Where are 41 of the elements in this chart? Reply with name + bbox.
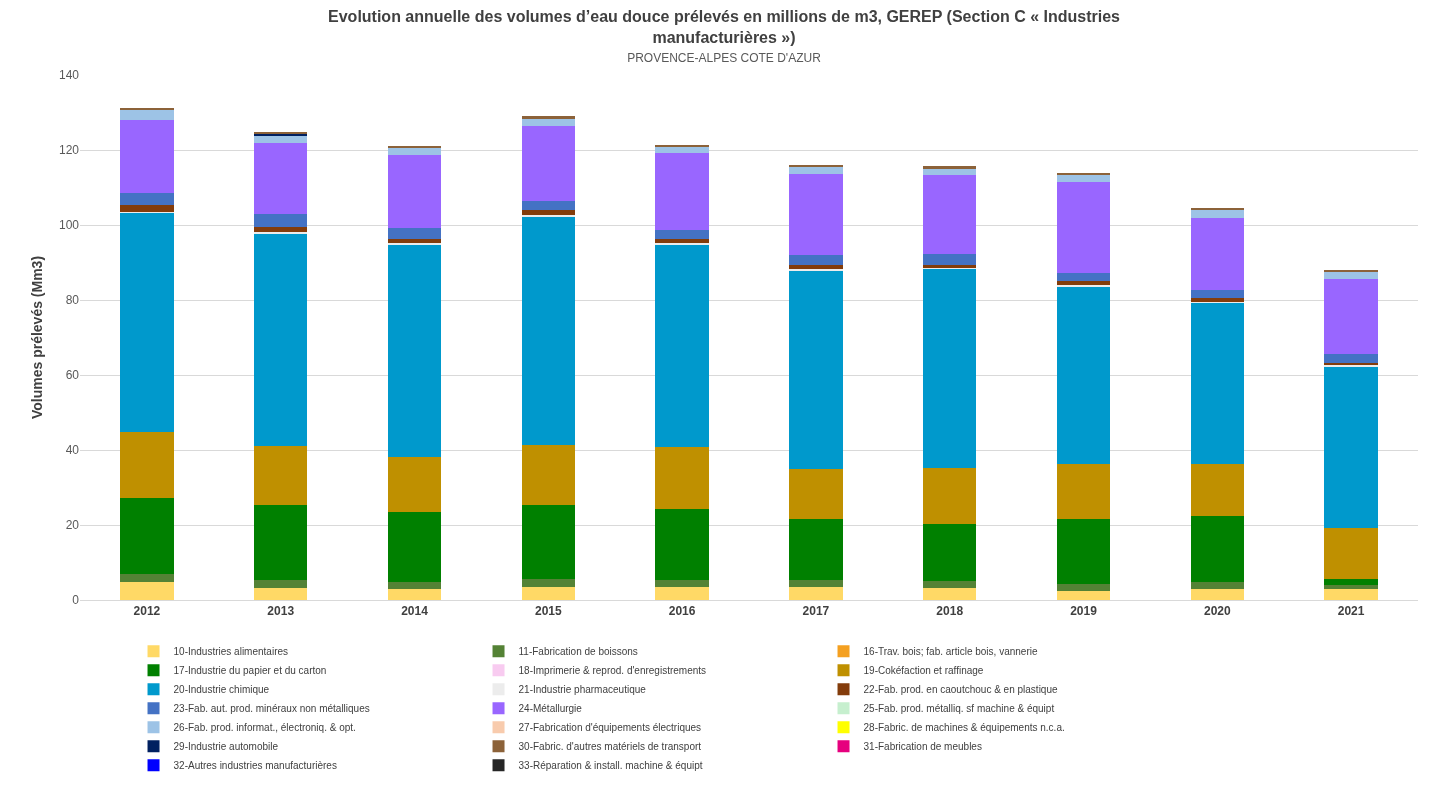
legend-label: 31-Fabrication de meubles	[863, 741, 982, 753]
x-tick-label: 2014	[401, 604, 429, 619]
y-tick-label: 80	[65, 293, 80, 308]
legend-label: 27-Fabrication d'équipements électriques	[518, 722, 702, 734]
legend-label: 25-Fab. prod. métalliq. sf machine & équipt	[863, 703, 1055, 715]
legend-label: 11-Fabrication de boissons	[518, 646, 638, 658]
x-tick-label: 2017	[802, 604, 830, 619]
x-tick-label: 2013	[267, 604, 295, 619]
legend-label: 22-Fab. prod. en caoutchouc & en plastique	[863, 684, 1058, 696]
legend-label: 21-Industrie pharmaceutique	[518, 684, 647, 696]
x-tick-label: 2015	[534, 604, 562, 619]
x-tick-label: 2021	[1337, 604, 1365, 619]
legend-label: 32-Autres industries manufacturières	[173, 760, 337, 772]
y-tick-label: 120	[58, 143, 80, 158]
y-tick-label: 100	[58, 218, 80, 233]
legend-label: 17-Industrie du papier et du carton	[173, 665, 327, 677]
y-tick-label: 20	[65, 518, 80, 533]
x-tick-label: 2016	[668, 604, 696, 619]
y-tick-label: 40	[65, 443, 80, 458]
x-tick-label: 2019	[1070, 604, 1098, 619]
legend-label: 16-Trav. bois; fab. article bois, vannerie	[863, 646, 1038, 658]
legend-label: 30-Fabric. d'autres matériels de transport	[518, 741, 702, 753]
legend-label: 23-Fab. aut. prod. minéraux non métalliques	[173, 703, 370, 715]
y-tick-label: 0	[72, 593, 80, 608]
legend-label: 18-Imprimerie & reprod. d'enregistrements	[518, 665, 707, 677]
chart-title: Evolution annuelle des volumes d’eau douce prélevés en millions de m3, GEREP (Section C « Industries manufacturières »)	[327, 7, 1121, 48]
legend-label: 28-Fabric. de machines & équipements n.c.a.	[863, 722, 1065, 734]
y-tick-label: 60	[65, 368, 80, 383]
legend-label: 19-Cokéfaction et raffinage	[863, 665, 984, 677]
legend-label: 10-Industries alimentaires	[173, 646, 289, 658]
x-tick-label: 2020	[1203, 604, 1231, 619]
legend-label: 20-Industrie chimique	[173, 684, 270, 696]
legend-label: 24-Métallurgie	[518, 703, 583, 715]
y-tick-label: 140	[58, 68, 80, 83]
chart-subtitle: PROVENCE-ALPES COTE D'AZUR	[626, 51, 822, 65]
legend-label: 29-Industrie automobile	[173, 741, 279, 753]
y-axis-title: Volumes prélevés (Mm3)	[29, 255, 45, 420]
legend-label: 33-Réparation & install. machine & équipt	[518, 760, 703, 772]
x-tick-label: 2012	[133, 604, 161, 619]
x-tick-label: 2018	[936, 604, 964, 619]
legend-label: 26-Fab. prod. informat., électroniq. & opt.	[173, 722, 356, 734]
